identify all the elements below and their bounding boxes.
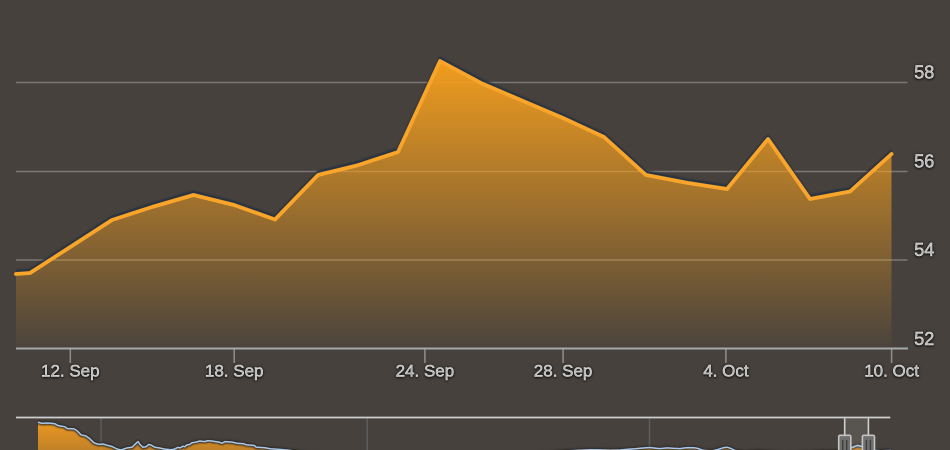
svg-text:4. Oct: 4. Oct (703, 362, 749, 381)
svg-text:28. Sep: 28. Sep (534, 362, 593, 381)
svg-text:18. Sep: 18. Sep (205, 362, 264, 381)
svg-text:24. Sep: 24. Sep (396, 362, 455, 381)
svg-text:10. Oct: 10. Oct (864, 362, 919, 381)
svg-text:52: 52 (914, 329, 934, 349)
svg-text:56: 56 (914, 152, 934, 172)
svg-text:12. Sep: 12. Sep (41, 362, 100, 381)
svg-text:58: 58 (914, 63, 934, 83)
svg-text:54: 54 (914, 240, 934, 260)
